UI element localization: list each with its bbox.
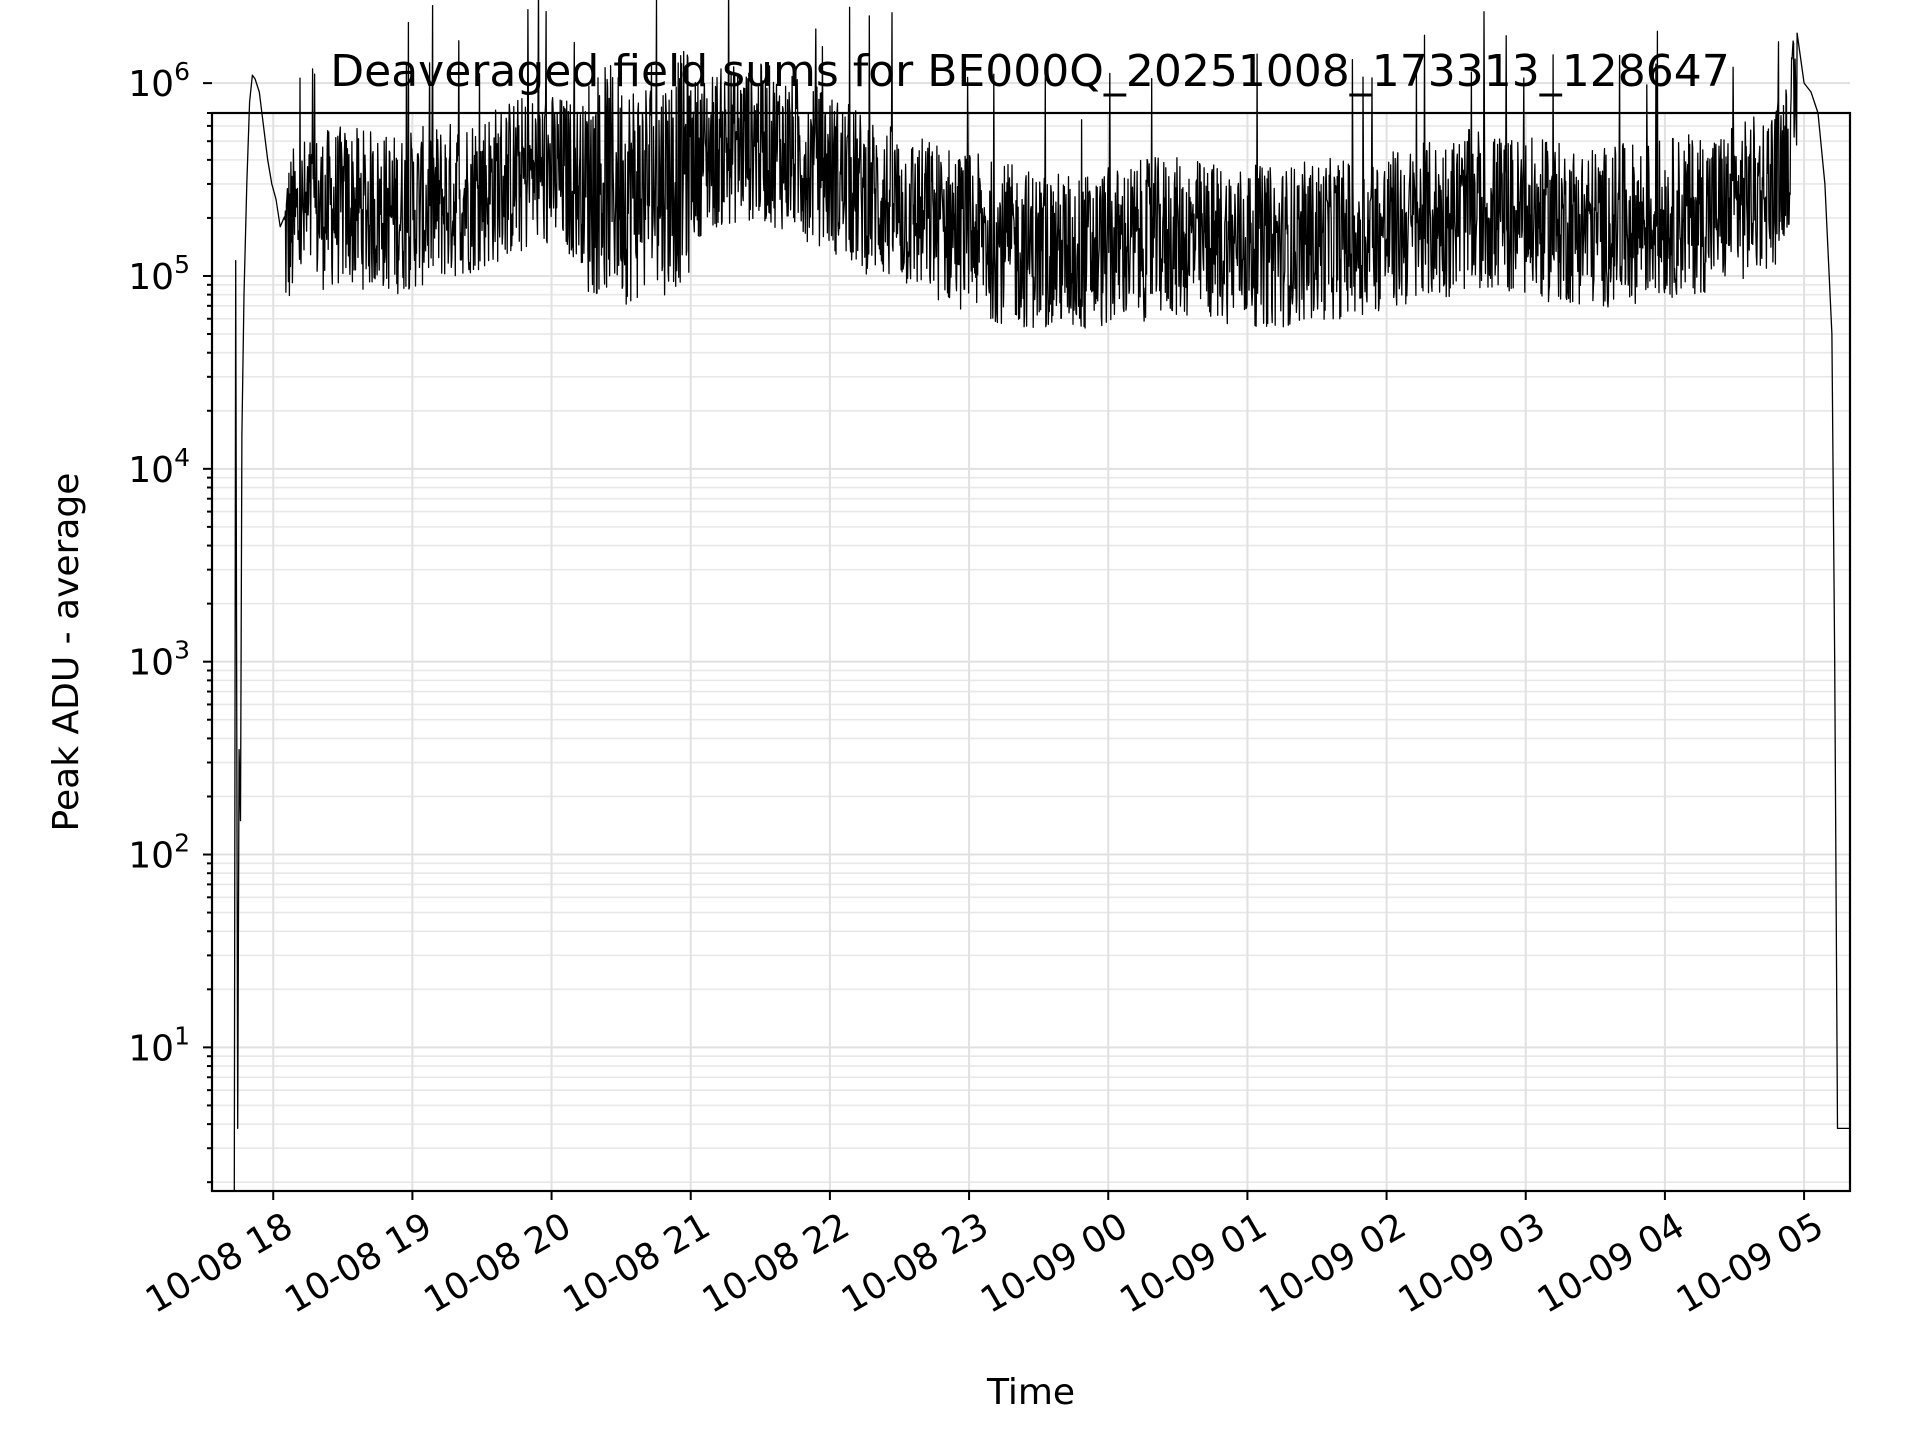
y-tick-label: 102 (128, 829, 190, 877)
x-tick-label: 10-09 02 (1252, 1205, 1413, 1321)
series-layer (233, 0, 1850, 1192)
x-tick-label: 10-09 01 (1113, 1205, 1274, 1321)
x-tick-label: 10-09 00 (974, 1205, 1135, 1321)
y-tick-label: 103 (128, 636, 190, 684)
chart-title: Deaveraged field sums for BE000Q_2025100… (330, 46, 1729, 97)
y-tick-label: 105 (128, 250, 190, 298)
x-tick-label: 10-09 03 (1392, 1205, 1553, 1321)
x-tick-label: 10-08 20 (417, 1205, 578, 1321)
y-tick-labels: 101 102 103 104 105 106 (128, 57, 190, 1069)
x-tick-label: 10-08 18 (139, 1205, 300, 1321)
x-tick-label: 10-08 22 (696, 1205, 857, 1321)
grid (212, 82, 1850, 1191)
y-tick-label: 101 (128, 1021, 190, 1069)
x-tick-label: 10-08 21 (557, 1205, 718, 1321)
x-tick-label: 10-08 19 (278, 1205, 439, 1321)
ticks (203, 82, 1806, 1200)
x-tick-label: 10-09 04 (1531, 1205, 1692, 1321)
y-axis-label: Peak ADU - average (46, 473, 87, 832)
x-tick-label: 10-09 05 (1670, 1205, 1831, 1321)
series-line (233, 0, 1850, 1192)
plot-frame (210, 111, 1852, 1193)
y-tick-label: 104 (128, 443, 190, 491)
x-tick-label: 10-08 23 (835, 1205, 996, 1321)
y-tick-label: 106 (128, 57, 190, 105)
x-axis-label: Time (986, 1372, 1075, 1413)
